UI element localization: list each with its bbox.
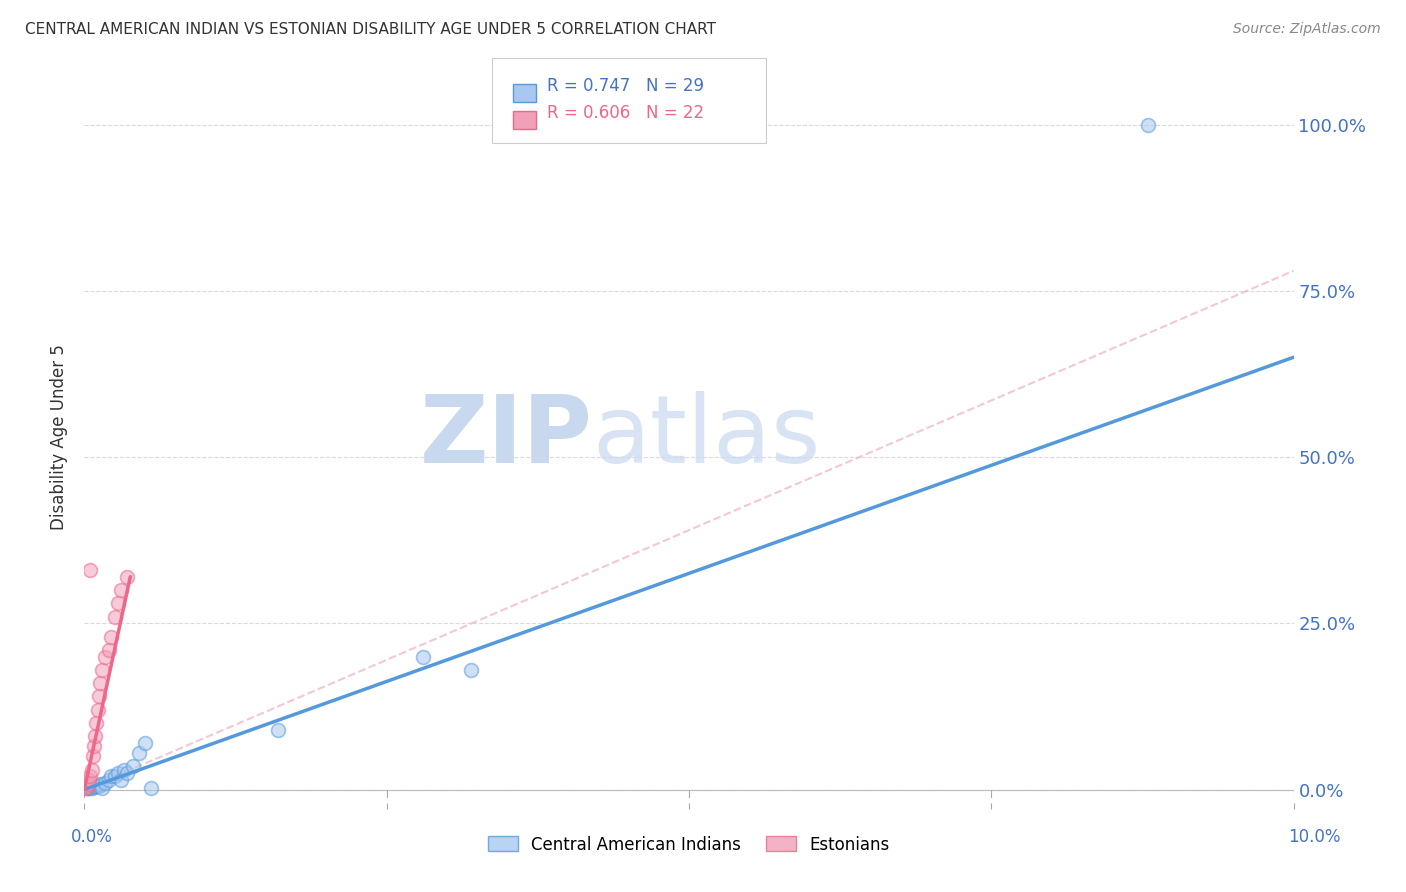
Text: ZIP: ZIP [419,391,592,483]
Point [267,723,290,737]
Point [87,690,110,704]
Point [110,772,132,787]
Text: R = 0.606   N = 22: R = 0.606 N = 22 [547,104,704,122]
Point [91,663,114,677]
Point [80,780,103,795]
Point [110,582,132,597]
Point [84,729,107,743]
Text: 10.0%: 10.0% [1288,828,1341,846]
Point [115,570,138,584]
Point [460,663,482,677]
Point [134,736,156,750]
Point [86,778,108,792]
Point [83,780,105,794]
Point [107,596,129,610]
Point [79,563,101,577]
Point [76,781,98,796]
Point [86,703,108,717]
Point [97,643,120,657]
Point [115,765,138,780]
Point [79,780,101,794]
Legend: Central American Indians, Estonians: Central American Indians, Estonians [481,829,897,860]
Point [97,772,120,787]
Point [94,776,117,790]
Point [100,630,122,644]
Text: Source: ZipAtlas.com: Source: ZipAtlas.com [1233,22,1381,37]
Point [77,772,100,787]
Point [80,763,103,777]
Point [91,780,114,795]
Point [89,777,111,791]
Point [82,749,104,764]
Point [104,769,127,783]
Point [76,779,98,793]
Point [77,781,100,796]
Point [121,759,143,773]
Point [104,609,127,624]
Point [100,769,122,783]
Text: 0.0%: 0.0% [70,828,112,846]
Point [75,781,97,796]
Point [86,716,108,731]
Point [83,739,105,754]
Y-axis label: Disability Age Under 5: Disability Age Under 5 [51,344,69,530]
Point [79,769,101,783]
Point [86,779,108,793]
Point [77,777,100,791]
Point [84,779,107,793]
Point [87,779,110,793]
Point [412,649,434,664]
Point [89,676,111,690]
Point [139,781,162,796]
Point [77,780,100,795]
Text: R = 0.747   N = 29: R = 0.747 N = 29 [547,77,704,95]
Point [94,649,117,664]
Point [112,763,135,777]
Text: CENTRAL AMERICAN INDIAN VS ESTONIAN DISABILITY AGE UNDER 5 CORRELATION CHART: CENTRAL AMERICAN INDIAN VS ESTONIAN DISA… [25,22,716,37]
Text: atlas: atlas [592,391,821,483]
Point [1137,118,1160,132]
Point [82,779,104,793]
Point [107,765,129,780]
Point [128,746,150,760]
